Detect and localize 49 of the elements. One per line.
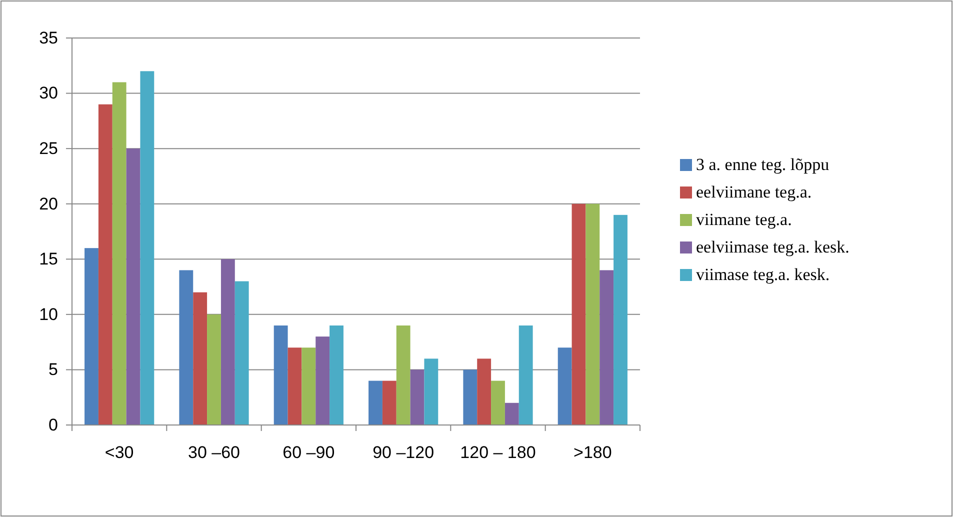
bar [220, 259, 235, 425]
bar [477, 358, 492, 425]
y-tick-label: 0 [48, 415, 58, 434]
legend-label: 3 a. enne teg. lõppu [696, 155, 830, 174]
bar [368, 380, 382, 425]
x-tick-label: <30 [104, 443, 134, 462]
legend-label: viimane teg.a. [696, 210, 792, 229]
y-tick-label: 10 [39, 304, 58, 324]
bar [504, 402, 519, 425]
legend-label: viimase teg.a. kesk. [696, 265, 830, 284]
bar [491, 380, 505, 425]
bar [558, 348, 572, 425]
bar [410, 370, 424, 425]
bar [614, 214, 628, 425]
bar [463, 370, 478, 425]
y-tick-label: 15 [39, 250, 58, 269]
bar [84, 248, 98, 425]
y-tick-label: 20 [39, 194, 58, 214]
bar [396, 325, 410, 425]
bar [179, 270, 194, 425]
bar [382, 380, 396, 425]
bar [302, 348, 316, 425]
bar [207, 314, 221, 425]
bar [274, 325, 288, 425]
bar [234, 281, 249, 425]
bar [518, 325, 533, 425]
x-tick-label: 120 – 180 [460, 443, 536, 462]
bar [112, 82, 126, 425]
bar [586, 204, 600, 425]
bar [98, 104, 112, 425]
bar [572, 204, 586, 425]
bar [140, 71, 154, 425]
bar [288, 348, 302, 425]
x-tick-label: >180 [574, 443, 612, 462]
x-tick-label: 60 –90 [282, 443, 335, 462]
legend-label: eelviimane teg.a. [696, 182, 812, 202]
bar [330, 325, 344, 425]
legend-label: eelviimase teg.a. kesk. [696, 238, 850, 256]
bar [600, 270, 614, 425]
y-tick-label: 30 [39, 84, 58, 103]
y-tick-label: 25 [39, 139, 58, 158]
x-tick-label: 30 –60 [188, 443, 240, 462]
y-tick-label: 35 [39, 28, 58, 48]
bar [193, 292, 208, 425]
bar [316, 336, 330, 425]
bar [126, 148, 140, 425]
bar [424, 358, 438, 425]
y-tick-label: 5 [48, 360, 58, 380]
x-tick-label: 90 –120 [372, 443, 434, 462]
